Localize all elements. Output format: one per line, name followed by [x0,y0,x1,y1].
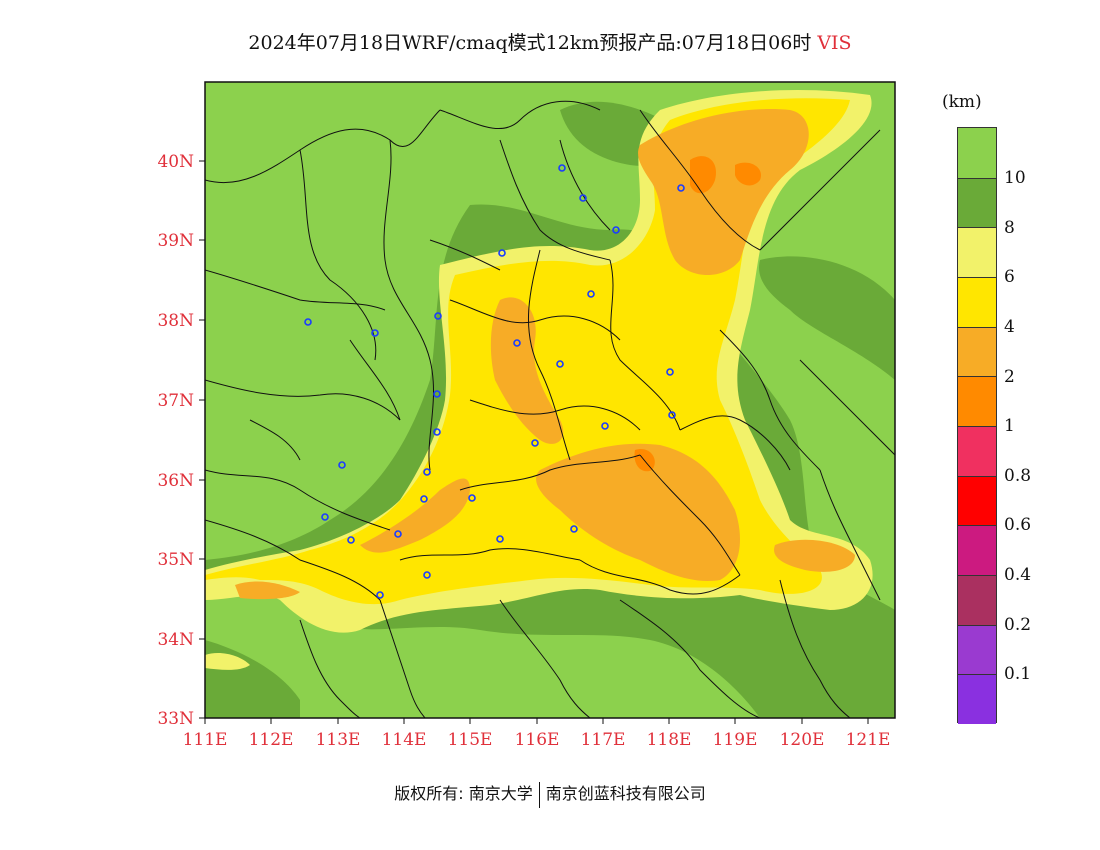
station-marker [423,571,431,579]
legend-swatch [958,227,996,277]
monitoring-stations [304,164,685,599]
copyright-left: 版权所有: 南京大学 [394,784,533,803]
legend-label: 6 [1004,267,1015,287]
lon-label: 113E [316,730,361,750]
station-marker [531,439,539,447]
legend-label: 0.8 [1004,466,1032,486]
legend-swatch [958,276,996,327]
station-marker [556,360,564,368]
field-orange [638,109,809,275]
legend-unit: (km) [942,92,982,112]
lon-label: 115E [448,730,493,750]
legend-swatch [958,525,996,575]
legend-label: 0.4 [1004,565,1032,585]
lon-label: 117E [581,730,626,750]
legend-swatch [958,326,996,377]
lon-label: 111E [183,730,228,750]
legend-swatch [958,425,996,476]
longitude-labels: 111E 112E 113E 114E 115E 116E 117E 118E … [183,730,891,750]
legend-label: 0.1 [1004,664,1032,684]
lat-label: 34N [157,630,194,650]
axis-ticks [199,160,869,724]
station-marker [304,318,312,326]
copyright-footer: 版权所有: 南京大学 南京创蓝科技有限公司 [0,780,1100,808]
lon-label: 119E [713,730,758,750]
legend-swatch [958,674,996,724]
lon-label: 116E [515,730,560,750]
station-marker [433,390,441,398]
lon-label: 118E [647,730,692,750]
color-legend [957,127,997,724]
title-text: 2024年07月18日WRF/cmaq模式12km预报产品:07月18日06时 [248,32,812,54]
station-marker [587,290,595,298]
admin-borders [205,100,895,718]
lat-label: 39N [157,231,194,251]
legend-label: 0.6 [1004,515,1032,535]
station-marker [558,164,566,172]
lat-label: 37N [157,391,194,411]
legend-swatch [958,177,996,228]
station-marker [496,535,504,543]
station-marker [513,339,521,347]
station-marker [347,536,355,544]
station-marker [423,468,431,476]
legend-label: 1 [1004,416,1015,436]
station-marker [570,525,578,533]
legend-swatch [958,475,996,526]
station-marker [612,226,620,234]
station-marker [677,184,685,192]
map-title: 2024年07月18日WRF/cmaq模式12km预报产品:07月18日06时 V… [0,28,1100,55]
station-marker [394,530,402,538]
lat-label: 40N [157,152,194,172]
latitude-labels: 40N 39N 38N 37N 36N 35N 34N 33N [157,152,194,729]
legend-label: 0.2 [1004,615,1032,635]
lon-label: 112E [249,730,294,750]
station-marker [666,368,674,376]
lat-label: 38N [157,311,194,331]
legend-swatch [958,376,996,426]
station-marker [321,513,329,521]
legend-label: 2 [1004,367,1015,387]
copyright-right: 南京创蓝科技有限公司 [545,784,706,803]
station-marker [468,494,476,502]
station-marker [433,428,441,436]
station-marker [376,591,384,599]
lon-label: 120E [780,730,825,750]
station-marker [371,329,379,337]
legend-swatch [958,624,996,675]
legend-swatch [958,128,996,178]
station-marker [338,461,346,469]
station-marker [668,411,676,419]
lat-label: 35N [157,550,194,570]
station-marker [434,312,442,320]
field-dark-orange [690,156,716,194]
footer-divider [538,781,540,808]
station-marker [601,422,609,430]
station-marker [420,495,428,503]
lat-label: 36N [157,471,194,491]
lon-label: 121E [846,730,891,750]
station-marker [579,194,587,202]
title-variable: VIS [817,32,852,54]
legend-swatch [958,574,996,625]
legend-label: 4 [1004,317,1015,337]
station-marker [498,249,506,257]
legend-label: 10 [1004,168,1026,188]
lon-label: 114E [382,730,427,750]
legend-label: 8 [1004,218,1015,238]
lat-label: 33N [157,709,194,729]
visibility-field [205,82,895,718]
